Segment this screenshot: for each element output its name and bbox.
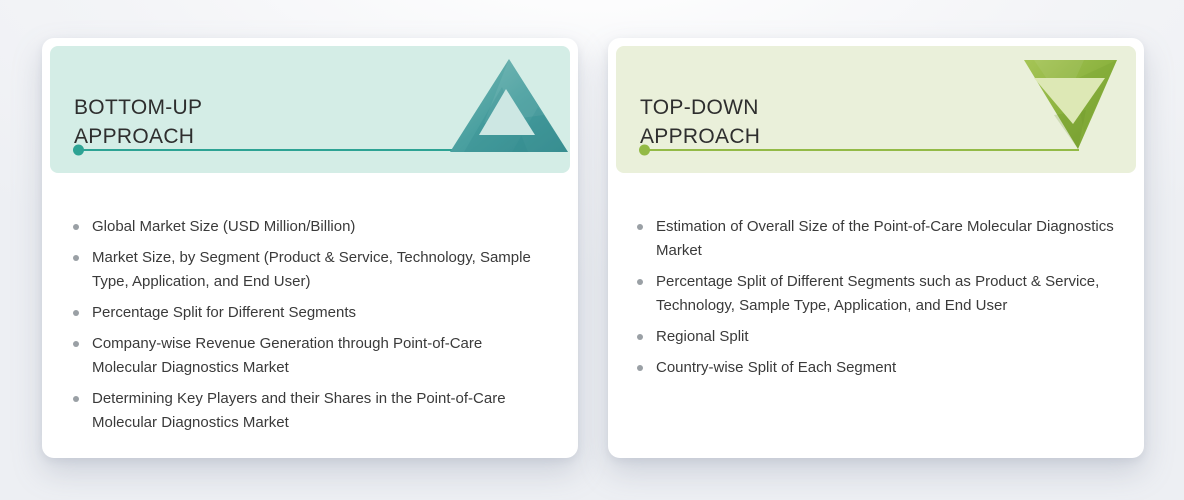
list-item: Estimation of Overall Size of the Point-… (637, 215, 1130, 263)
bottom-up-bullet-list: Global Market Size (USD Million/Billion)… (50, 173, 570, 435)
top-down-header: TOP-DOWN APPROACH (616, 46, 1136, 173)
bottom-up-approach-card: BOTTOM-UP APPROACH Global Market Size (U… (42, 38, 578, 458)
list-item: Global Market Size (USD Million/Billion) (73, 215, 546, 239)
bottom-up-header: BOTTOM-UP APPROACH (50, 46, 570, 173)
title-line-2: APPROACH (640, 125, 761, 149)
accent-dot (73, 144, 84, 156)
top-down-approach-card: TOP-DOWN APPROACH Estimation of Overall … (608, 38, 1144, 458)
list-item: Determining Key Players and their Shares… (73, 387, 546, 435)
list-item: Market Size, by Segment (Product & Servi… (73, 246, 546, 294)
title-line-1: BOTTOM-UP (74, 96, 203, 120)
title-line-1: TOP-DOWN (640, 96, 759, 120)
top-down-bullet-list: Estimation of Overall Size of the Point-… (616, 173, 1136, 380)
bottom-up-title: BOTTOM-UP APPROACH (74, 93, 202, 151)
list-item: Country-wise Split of Each Segment (637, 356, 1130, 380)
list-item: Percentage Split of Different Segments s… (637, 270, 1130, 318)
list-item: Regional Split (637, 325, 1130, 349)
accent-line (73, 144, 454, 156)
accent-line (639, 144, 1079, 156)
triangle-down-icon (1024, 60, 1117, 149)
title-line-2: APPROACH (74, 125, 195, 149)
list-item: Company-wise Revenue Generation through … (73, 332, 546, 380)
accent-dot (639, 144, 650, 156)
triangle-up-icon (450, 59, 568, 152)
list-item: Percentage Split for Different Segments (73, 301, 546, 325)
top-down-title: TOP-DOWN APPROACH (640, 93, 760, 151)
